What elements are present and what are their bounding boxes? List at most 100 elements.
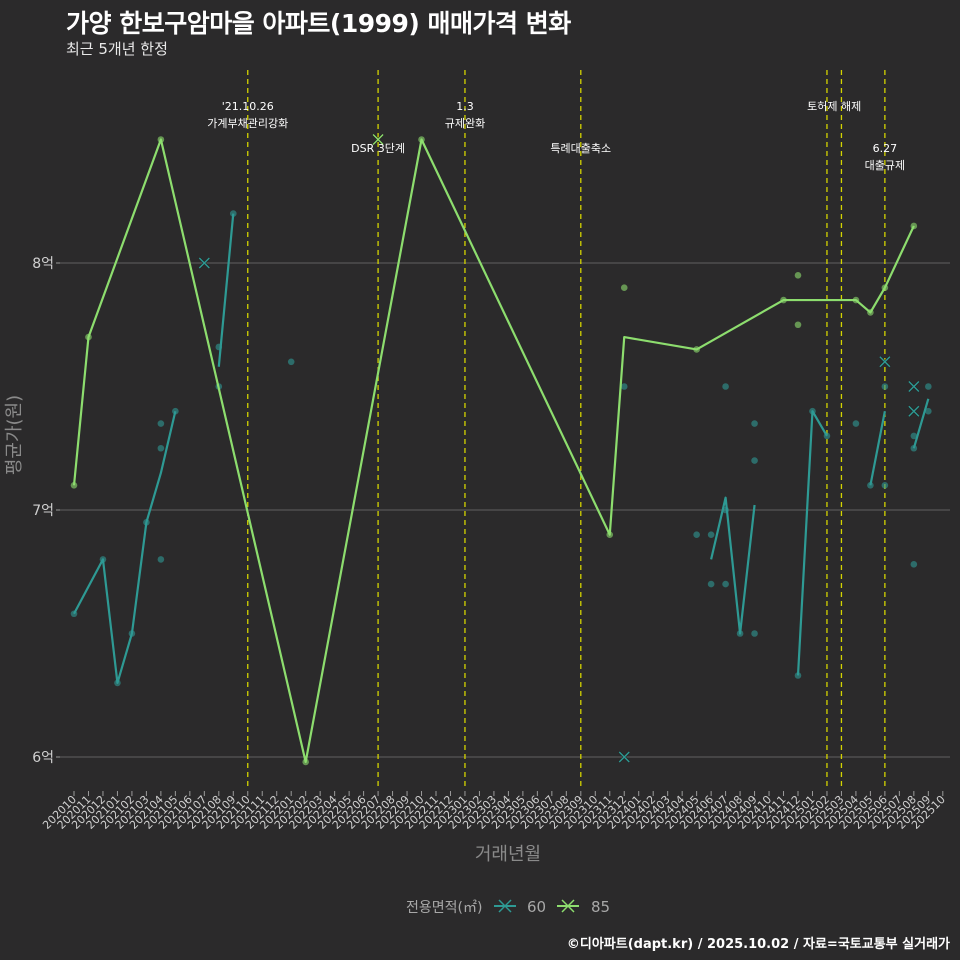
data-point-85: [70, 482, 78, 489]
series-line-60: [796, 410, 828, 676]
chart-title: 가양 한보구암마을 아파트(1999) 매매가격 변화: [66, 9, 571, 38]
cross-stroke: [372, 134, 384, 145]
data-point-85: [910, 222, 918, 230]
data-point-60: [881, 482, 889, 489]
data-point-85: [302, 758, 309, 766]
cross-stroke: [198, 257, 210, 269]
series-85: [70, 133, 918, 766]
data-point-60: [925, 407, 932, 415]
cross-stroke: [618, 751, 630, 763]
event-label: 대출규제: [865, 159, 905, 172]
axes: 6억7억8억2020102020112020122021012021022021…: [32, 256, 948, 832]
data-point-60: [70, 610, 78, 618]
series-line-60: [217, 213, 235, 367]
data-point-60: [157, 420, 165, 427]
series-line-85: [72, 138, 915, 764]
event-label: DSR 3단계: [351, 142, 405, 155]
data-point-85: [85, 333, 92, 341]
y-tick-label: 6억: [32, 750, 54, 766]
cross-marker-60: [907, 380, 920, 393]
data-point-85: [794, 272, 802, 279]
data-point-60: [910, 432, 918, 440]
grid-layer: [60, 262, 950, 758]
data-point-85: [620, 284, 628, 292]
data-point-60: [852, 420, 860, 427]
data-point-60: [751, 630, 758, 637]
data-point-60: [172, 407, 179, 415]
cross-marker-85: [372, 133, 384, 146]
data-point-60: [823, 432, 831, 440]
legend: 전용면적(㎡) 60 85: [406, 898, 610, 916]
data-point-60: [751, 420, 758, 427]
series-line-60: [710, 496, 756, 635]
data-point-60: [707, 531, 715, 538]
data-point-60: [722, 383, 729, 390]
data-point-85: [780, 296, 787, 304]
event-label: 특례대출축소: [550, 142, 611, 155]
data-point-60: [620, 383, 628, 390]
data-point-85: [881, 284, 889, 292]
series-layer: [70, 133, 932, 766]
series-line-60: [73, 410, 177, 685]
chart-subtitle: 최근 5개년 한정: [66, 40, 168, 58]
y-tick-label: 8억: [32, 256, 54, 272]
event-label: 토허제 해제: [807, 99, 861, 113]
cross-stroke: [908, 405, 920, 417]
data-point-60: [925, 383, 932, 390]
event-label: 1.3: [456, 100, 474, 113]
event-label: '21.10.26: [222, 100, 274, 113]
series-line-60: [869, 410, 886, 486]
series-line-60: [912, 398, 930, 449]
data-point-60: [157, 556, 165, 563]
cross-stroke: [908, 381, 920, 392]
cross-marker-60: [198, 257, 211, 269]
data-point-60: [114, 679, 121, 687]
data-point-60: [229, 210, 237, 217]
cross-stroke: [879, 356, 891, 368]
cross-marker-60: [907, 405, 920, 418]
legend-label-85: 85: [591, 898, 610, 916]
data-point-60: [910, 444, 918, 452]
source-caption: ©디아파트(dapt.kr) / 2025.10.02 / 자료=국토교통부 실…: [566, 937, 950, 952]
cross-marker-60: [618, 751, 631, 763]
data-point-60: [99, 556, 107, 563]
data-point-85: [418, 136, 425, 143]
data-point-60: [157, 444, 165, 452]
data-point-60: [751, 457, 758, 464]
data-point-85: [867, 309, 874, 316]
data-point-60: [128, 630, 136, 637]
data-point-60: [809, 407, 816, 415]
event-label: 규제완화: [445, 117, 485, 130]
legend-title: 전용면적(㎡): [406, 900, 482, 916]
series-60: [70, 210, 932, 763]
cross-marker-60: [878, 355, 891, 368]
event-lines: [247, 70, 886, 790]
data-point-85: [852, 296, 860, 304]
data-point-60: [881, 383, 889, 390]
data-point-85: [157, 136, 165, 143]
x-axis-title: 거래년월: [475, 844, 541, 865]
data-point-85: [794, 321, 802, 329]
data-point-85: [606, 531, 614, 538]
data-point-60: [722, 506, 729, 514]
data-point-60: [722, 580, 729, 588]
event-label: 가계부채관리강화: [207, 117, 288, 130]
data-point-60: [143, 519, 150, 526]
data-point-60: [693, 531, 700, 538]
data-point-85: [693, 346, 700, 353]
data-point-60: [215, 343, 223, 351]
data-point-60: [910, 561, 918, 568]
data-point-60: [287, 358, 295, 366]
event-label: 6.27: [873, 142, 898, 155]
data-point-60: [736, 630, 744, 637]
legend-key-60: [494, 899, 516, 913]
data-point-60: [794, 672, 802, 679]
y-axis-title: 평균가(원): [4, 395, 25, 475]
data-point-60: [867, 482, 874, 489]
legend-label-60: 60: [527, 898, 546, 916]
data-point-60: [707, 580, 715, 588]
y-tick-label: 7억: [32, 503, 54, 519]
